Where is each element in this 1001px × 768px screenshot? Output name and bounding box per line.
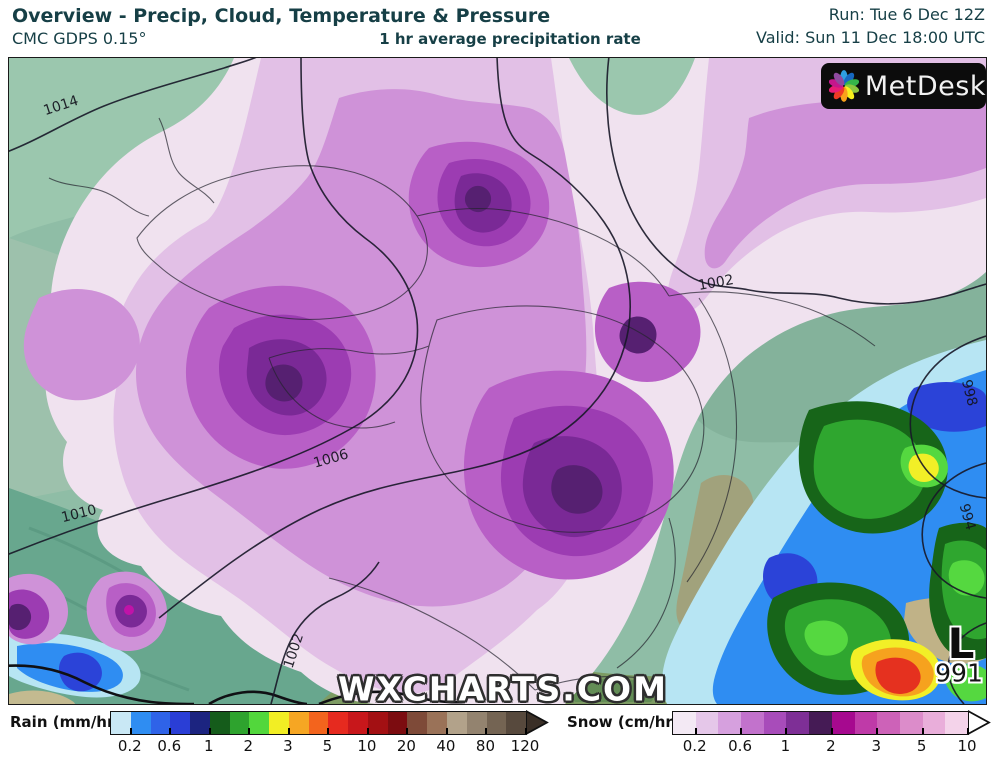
snow-scale-segment [945, 712, 968, 734]
rain-legend-title: Rain (mm/hr) [10, 713, 122, 731]
rain-scale-segment [367, 712, 388, 734]
snow-scale-tick [830, 728, 833, 734]
rain-scale-tick-label: 0.2 [117, 737, 142, 755]
rain-scale-tick [525, 728, 527, 734]
rain-scale-segment [111, 712, 131, 734]
snow-scale-tick [694, 728, 697, 734]
page-title: Overview - Precip, Cloud, Temperature & … [12, 5, 551, 27]
snow-scale-tick-label: 0.6 [728, 737, 752, 755]
snow-scale-segment [695, 712, 719, 734]
snow-scale-tick-label: 2 [826, 737, 836, 755]
rain-scale-arrow [526, 710, 549, 735]
snow-scale-segment [854, 712, 878, 734]
rain-scale-segment [486, 712, 507, 734]
parameter-subtitle: 1 hr average precipitation rate [379, 30, 641, 48]
snow-legend-title: Snow (cm/hr) [567, 713, 680, 731]
snow-scale-tick-label: 10 [957, 737, 977, 755]
snow-scale-segment [763, 712, 787, 734]
snow-scale-arrow [968, 710, 991, 735]
rain-scale-tick [445, 728, 448, 734]
rain-scale-segment [447, 712, 467, 734]
rain-scale-tick-label: 5 [322, 737, 333, 755]
rain-scale-tick [366, 728, 369, 734]
rain-scale-segment [427, 712, 448, 734]
rain-scale-tick [248, 728, 251, 734]
model-label: CMC GDPS 0.15° [12, 29, 147, 48]
rain-scale-tick-label: 80 [475, 737, 496, 755]
rain-scale-segment [506, 712, 527, 734]
rain-scale-tick [169, 728, 172, 734]
rain-scale-segment [407, 712, 428, 734]
snow-scale-segment [786, 712, 810, 734]
rain-scale-segment [209, 712, 230, 734]
metdesk-logo: MetDesk [821, 63, 986, 109]
snow-scale-bar [672, 710, 991, 735]
snow-scale-segment [899, 712, 923, 734]
snow-scale-tick [921, 728, 924, 734]
rain-scale-bar [110, 710, 549, 735]
snow-scale-segment [922, 712, 946, 734]
rain-scale-segment [466, 712, 487, 734]
rain-scale-segment [328, 712, 349, 734]
low-pressure-value: 991 [935, 658, 983, 688]
snow-scale-segment [673, 712, 696, 734]
rain-scale-tick-label: 40 [436, 737, 456, 755]
rain-scale-tick [406, 728, 409, 734]
low-pressure-symbol: L [947, 619, 975, 668]
rain-scale-tick [327, 728, 330, 734]
rain-scale-labels: 0.2 0.6 1 2 3 5 10 20 40 80 120 [110, 737, 550, 755]
run-time-label: Run: Tue 6 Dec 12Z [828, 5, 985, 24]
rain-scale-bar-body [110, 711, 527, 735]
rain-scale-tick [208, 728, 211, 734]
rain-scale-tick-label: 10 [357, 737, 377, 755]
snow-scale-segment [741, 712, 764, 734]
snow-scale-tick [967, 728, 969, 734]
rain-scale-tick-label: 2 [243, 737, 254, 755]
snow-scale-labels: 0.2 0.6 1 2 3 5 10 [672, 737, 992, 755]
rain-scale-segment [190, 712, 210, 734]
snow-scale-tick [785, 728, 788, 734]
snow-scale-bar-body [672, 711, 969, 735]
snow-scale-tick-label: 3 [871, 737, 881, 755]
rain-scale-segment [308, 712, 329, 734]
rain-scale-segment [249, 712, 270, 734]
metdesk-logo-text: MetDesk [864, 70, 986, 102]
snow-scale-segment [809, 712, 832, 734]
rain-scale-segment [229, 712, 250, 734]
rain-scale-segment [288, 712, 309, 734]
rain-scale-tick-label: 20 [396, 737, 416, 755]
snow-scale-segment [877, 712, 900, 734]
snow-scale-tick-label: 1 [780, 737, 791, 755]
rain-scale-tick-label: 1 [204, 737, 214, 755]
snow-scale-segment [831, 712, 855, 734]
rain-scale-segment [348, 712, 368, 734]
rain-scale-tick-label: 120 [510, 737, 540, 755]
rain-scale-tick-label: 0.6 [157, 737, 182, 755]
metdesk-pinwheel-icon [829, 70, 859, 102]
snow-scale-tick [740, 728, 743, 734]
rain-scale-tick-label: 3 [283, 737, 293, 755]
rain-scale-tick [485, 728, 488, 734]
snow-scale-segment [718, 712, 742, 734]
rain-scale-tick [287, 728, 290, 734]
rain-scale-segment [170, 712, 191, 734]
weather-map: WXCHARTS.COM L 991 MetDesk 1014 1010 1006 1… [8, 57, 987, 705]
map-graphic [9, 58, 986, 704]
wxcharts-watermark: WXCHARTS.COM [338, 669, 668, 705]
rain-scale-segment [269, 712, 289, 734]
snow-scale-tick-label: 0.2 [682, 737, 707, 755]
snow-scale-tick-label: 5 [916, 737, 927, 755]
rain-scale-segment [150, 712, 171, 734]
rain-scale-segment [130, 712, 151, 734]
snow-scale-tick [876, 728, 879, 734]
rain-scale-tick [129, 728, 132, 734]
rain-scale-segment [387, 712, 408, 734]
valid-time-label: Valid: Sun 11 Dec 18:00 UTC [756, 28, 985, 47]
